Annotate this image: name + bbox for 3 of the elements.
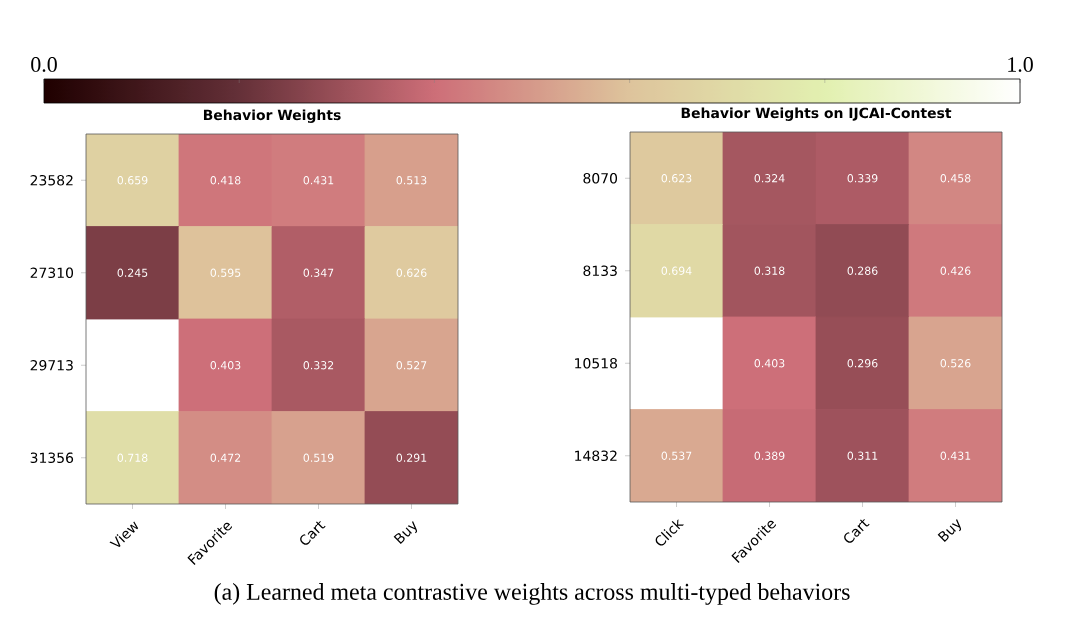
- color-bar-label: 1.0: [1008, 57, 1033, 72]
- color-bar-label: 0.0: [31, 57, 57, 72]
- text: (a) Learned meta contrastive weights across multi-typed behaviors: [214, 583, 850, 605]
